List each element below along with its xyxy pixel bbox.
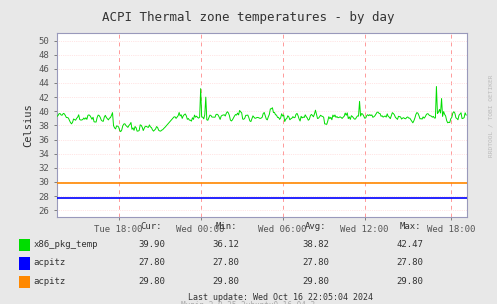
Text: RRDTOOL / TOBI OETIKER: RRDTOOL / TOBI OETIKER <box>489 74 494 157</box>
Text: acpitz: acpitz <box>34 258 66 268</box>
Text: 29.80: 29.80 <box>302 277 329 286</box>
Text: Cur:: Cur: <box>141 222 163 231</box>
Text: Munin 2.0.25-2ubuntu0.16.04.3: Munin 2.0.25-2ubuntu0.16.04.3 <box>181 301 316 304</box>
Text: 29.80: 29.80 <box>213 277 240 286</box>
Y-axis label: Celsius: Celsius <box>23 104 33 147</box>
Text: Last update: Wed Oct 16 22:05:04 2024: Last update: Wed Oct 16 22:05:04 2024 <box>188 293 373 302</box>
Text: ACPI Thermal zone temperatures - by day: ACPI Thermal zone temperatures - by day <box>102 11 395 24</box>
Text: 27.80: 27.80 <box>302 258 329 268</box>
Text: 38.82: 38.82 <box>302 240 329 249</box>
Text: x86_pkg_temp: x86_pkg_temp <box>34 240 98 249</box>
Text: 29.80: 29.80 <box>138 277 165 286</box>
Text: 42.47: 42.47 <box>397 240 423 249</box>
Text: 27.80: 27.80 <box>397 258 423 268</box>
Text: acpitz: acpitz <box>34 277 66 286</box>
Text: 36.12: 36.12 <box>213 240 240 249</box>
Text: Avg:: Avg: <box>305 222 327 231</box>
Text: 27.80: 27.80 <box>213 258 240 268</box>
Text: 39.90: 39.90 <box>138 240 165 249</box>
Text: 27.80: 27.80 <box>138 258 165 268</box>
Text: Min:: Min: <box>215 222 237 231</box>
Text: 29.80: 29.80 <box>397 277 423 286</box>
Text: Max:: Max: <box>399 222 421 231</box>
